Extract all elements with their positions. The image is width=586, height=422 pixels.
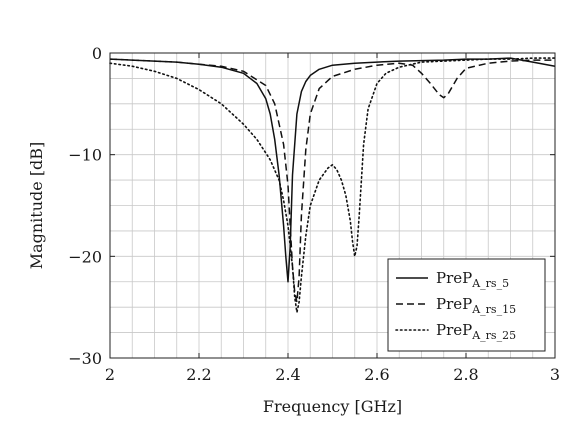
plot-frame	[109, 52, 556, 359]
y-tick-label: 0	[92, 44, 102, 63]
series-line-solid	[109, 57, 556, 283]
legend: PrePA_rs_5 PrePA_rs_15 PrePA_rs_25	[387, 258, 546, 352]
legend-box	[387, 258, 546, 352]
x-axis-label: Frequency [GHz]	[263, 397, 402, 416]
x-tick-label: 2.2	[186, 365, 211, 384]
x-tick-label: 2	[105, 365, 115, 384]
x-tick-label: 2.4	[275, 365, 300, 384]
y-tick-label: −30	[68, 349, 102, 368]
x-tick-label: 2.6	[364, 365, 389, 384]
x-tick-label: 3	[550, 365, 560, 384]
axis-ticks: 2 2.2 2.4 2.6 2.8 3 0 −10 −20 −30	[68, 44, 560, 384]
legend-entry-label: PrePA_rs_15	[436, 295, 516, 316]
x-tick-label: 2.8	[453, 365, 478, 384]
series-group	[109, 57, 556, 314]
y-axis-label: Magnitude [dB]	[27, 142, 46, 270]
y-tick-label: −10	[68, 146, 102, 165]
y-tick-label: −20	[68, 247, 102, 266]
series-line-dotted	[109, 57, 556, 314]
series-line-dashed	[109, 58, 555, 303]
legend-entry-label: PrePA_rs_25	[436, 321, 516, 342]
legend-entry-label: PrePA_rs_5	[436, 269, 509, 290]
